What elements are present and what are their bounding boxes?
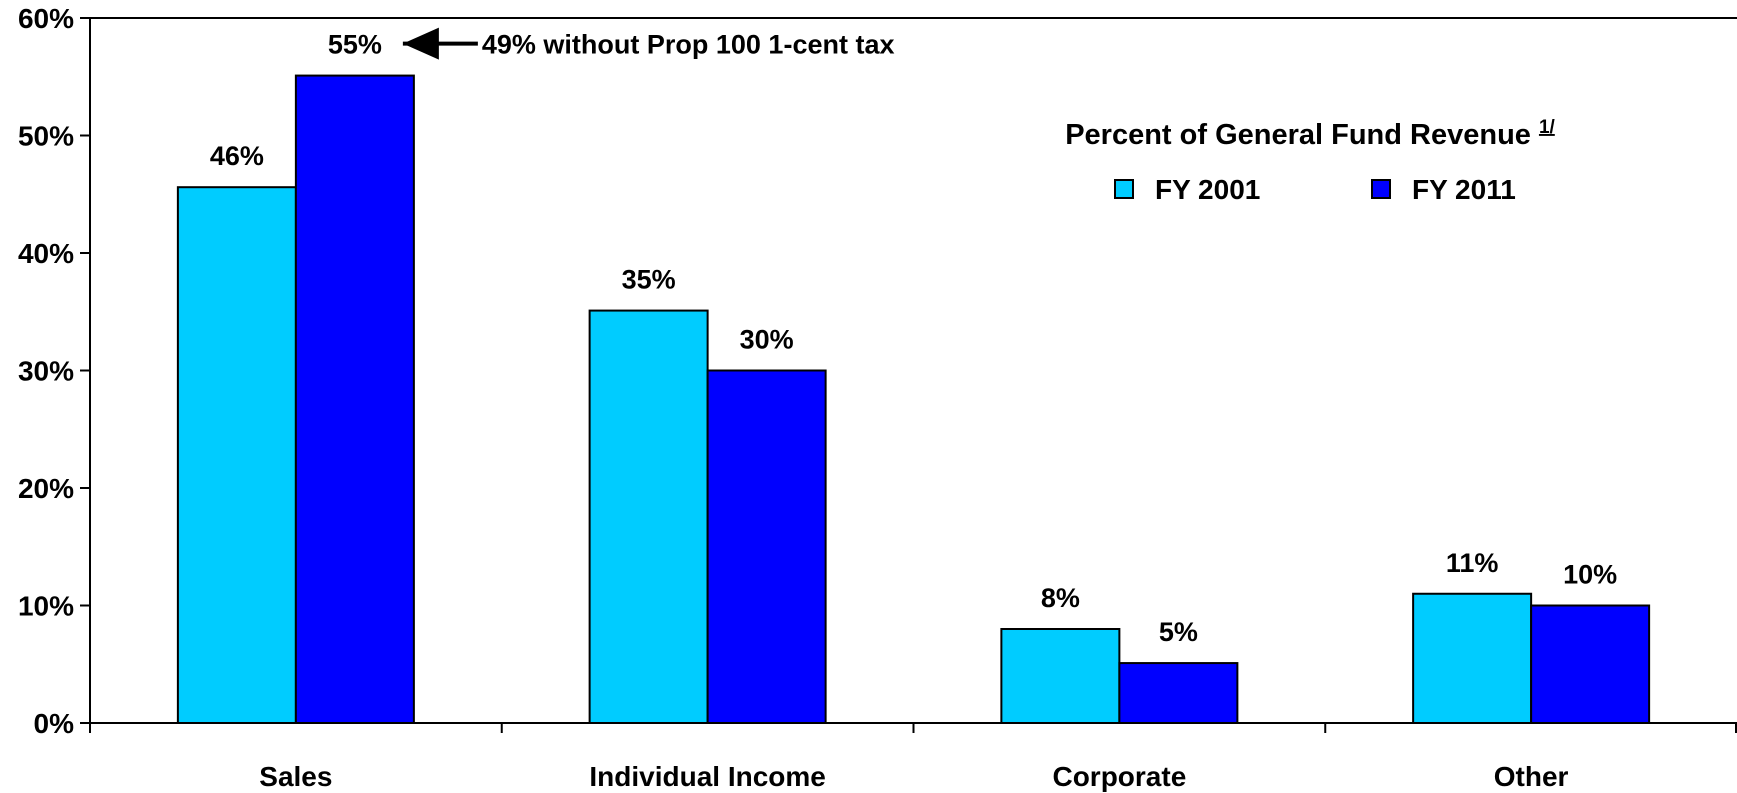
y-tick-label: 60% <box>18 3 74 34</box>
data-label: 55% <box>328 30 382 60</box>
legend-footnote-marker: 1/ <box>1539 117 1556 138</box>
legend-title: Percent of General Fund Revenue 1/ <box>1065 117 1555 151</box>
y-tick-label: 40% <box>18 238 74 269</box>
data-labels: 46% 55% 35% 30% 8% 5% 11% 10% <box>210 30 1617 648</box>
x-category-label: Other <box>1494 761 1569 792</box>
data-label: 8% <box>1041 583 1080 613</box>
bar-fy-2001 <box>588 309 709 724</box>
bars <box>176 74 1651 725</box>
annotation-text: 49% without Prop 100 1-cent tax <box>482 30 895 60</box>
legend-swatch <box>1371 179 1391 199</box>
y-tick-label: 20% <box>18 473 74 504</box>
x-category-label: Individual Income <box>589 761 825 792</box>
data-label: 10% <box>1563 560 1617 590</box>
y-tick-label: 30% <box>18 356 74 387</box>
x-category-label: Sales <box>259 761 332 792</box>
bar-fy-2001 <box>176 186 297 724</box>
data-label: 35% <box>622 265 676 295</box>
bar-fy-2011 <box>1530 604 1651 724</box>
legend-swatch <box>1114 179 1134 199</box>
y-tick-label: 0% <box>34 708 75 739</box>
x-category-label: Corporate <box>1052 761 1186 792</box>
bar-fy-2011 <box>294 74 415 724</box>
bar-fy-2001 <box>1412 592 1533 724</box>
annotation: 49% without Prop 100 1-cent tax <box>402 27 895 60</box>
y-tick-label: 50% <box>18 121 74 152</box>
bar-fy-2001 <box>1000 628 1121 724</box>
x-axis: Sales Individual Income Corporate Other <box>89 723 1737 792</box>
legend-label: FY 2011 <box>1412 174 1516 205</box>
y-tick-label: 10% <box>18 591 74 622</box>
data-label: 11% <box>1446 548 1499 578</box>
legend-label: FY 2001 <box>1155 174 1260 205</box>
data-label: 30% <box>740 325 794 355</box>
bar-fy-2011 <box>1118 662 1239 725</box>
data-label: 5% <box>1159 617 1198 647</box>
data-label: 46% <box>210 141 264 171</box>
legend: Percent of General Fund Revenue 1/ FY 200… <box>1065 117 1555 205</box>
y-axis: 0% 10% 20% 30% 40% 50% 60% <box>18 3 90 739</box>
bar-fy-2011 <box>706 369 827 724</box>
